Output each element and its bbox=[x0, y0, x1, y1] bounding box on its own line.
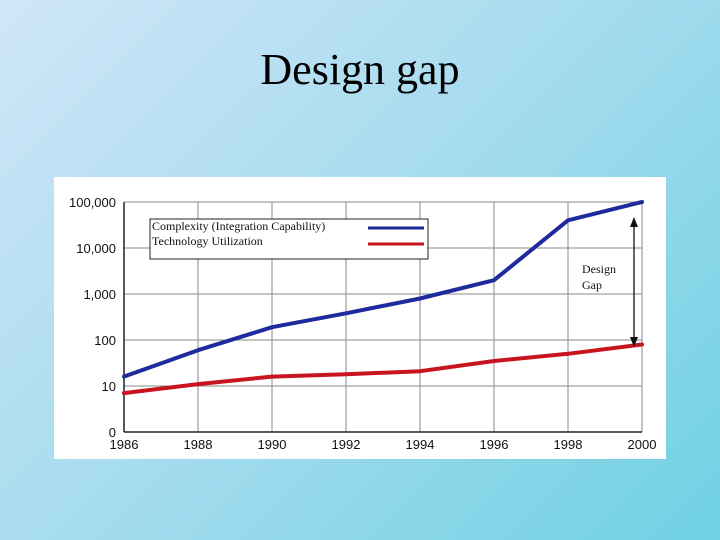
series-line-technology bbox=[122, 342, 644, 396]
legend: Complexity (Integration Capability) Tech… bbox=[149, 218, 429, 260]
x-tick-label: 1994 bbox=[406, 437, 435, 452]
x-tick-label: 1998 bbox=[554, 437, 583, 452]
design-gap-label-line1: Design bbox=[582, 262, 616, 276]
series-line-complexity bbox=[122, 200, 644, 379]
design-gap-chart: 0 10 100 1,000 10,000 100,000 1986 1988 1990 199… bbox=[69, 195, 657, 452]
x-tick-label: 1992 bbox=[332, 437, 361, 452]
y-tick-labels: 0 10 100 1,000 10,000 100,000 bbox=[69, 195, 116, 440]
legend-label-technology: Technology Utilization bbox=[152, 234, 263, 248]
x-tick-label: 1986 bbox=[110, 437, 139, 452]
y-tick-label: 1,000 bbox=[83, 287, 116, 302]
x-tick-label: 2000 bbox=[628, 437, 657, 452]
x-tick-label: 1996 bbox=[480, 437, 509, 452]
y-tick-label: 100 bbox=[94, 333, 116, 348]
legend-label-complexity: Complexity (Integration Capability) bbox=[152, 219, 325, 233]
design-gap-label-line2: Gap bbox=[582, 278, 602, 292]
design-gap-annotation: Design Gap bbox=[582, 217, 638, 347]
y-tick-label: 0 bbox=[109, 425, 116, 440]
y-tick-label: 100,000 bbox=[69, 195, 116, 210]
y-tick-label: 10,000 bbox=[76, 241, 116, 256]
slide-title: Design gap bbox=[260, 45, 460, 94]
x-tick-label: 1990 bbox=[258, 437, 287, 452]
chart-panel: 0 10 100 1,000 10,000 100,000 1986 1988 1990 199… bbox=[54, 177, 666, 459]
x-tick-labels: 1986 1988 1990 1992 1994 1996 1998 2000 bbox=[110, 437, 657, 452]
series-lines bbox=[122, 200, 644, 396]
x-tick-label: 1988 bbox=[184, 437, 213, 452]
y-tick-label: 10 bbox=[102, 379, 116, 394]
design-gap-arrow-down bbox=[630, 337, 638, 347]
design-gap-arrow-up bbox=[630, 217, 638, 227]
legend-box bbox=[149, 218, 429, 260]
